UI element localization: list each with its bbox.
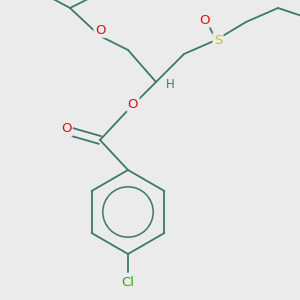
Text: O: O [199,14,209,26]
Text: O: O [128,98,138,110]
Text: S: S [214,34,222,46]
Text: Cl: Cl [122,275,134,289]
Text: H: H [166,77,174,91]
Text: O: O [61,122,71,136]
Text: O: O [95,23,105,37]
